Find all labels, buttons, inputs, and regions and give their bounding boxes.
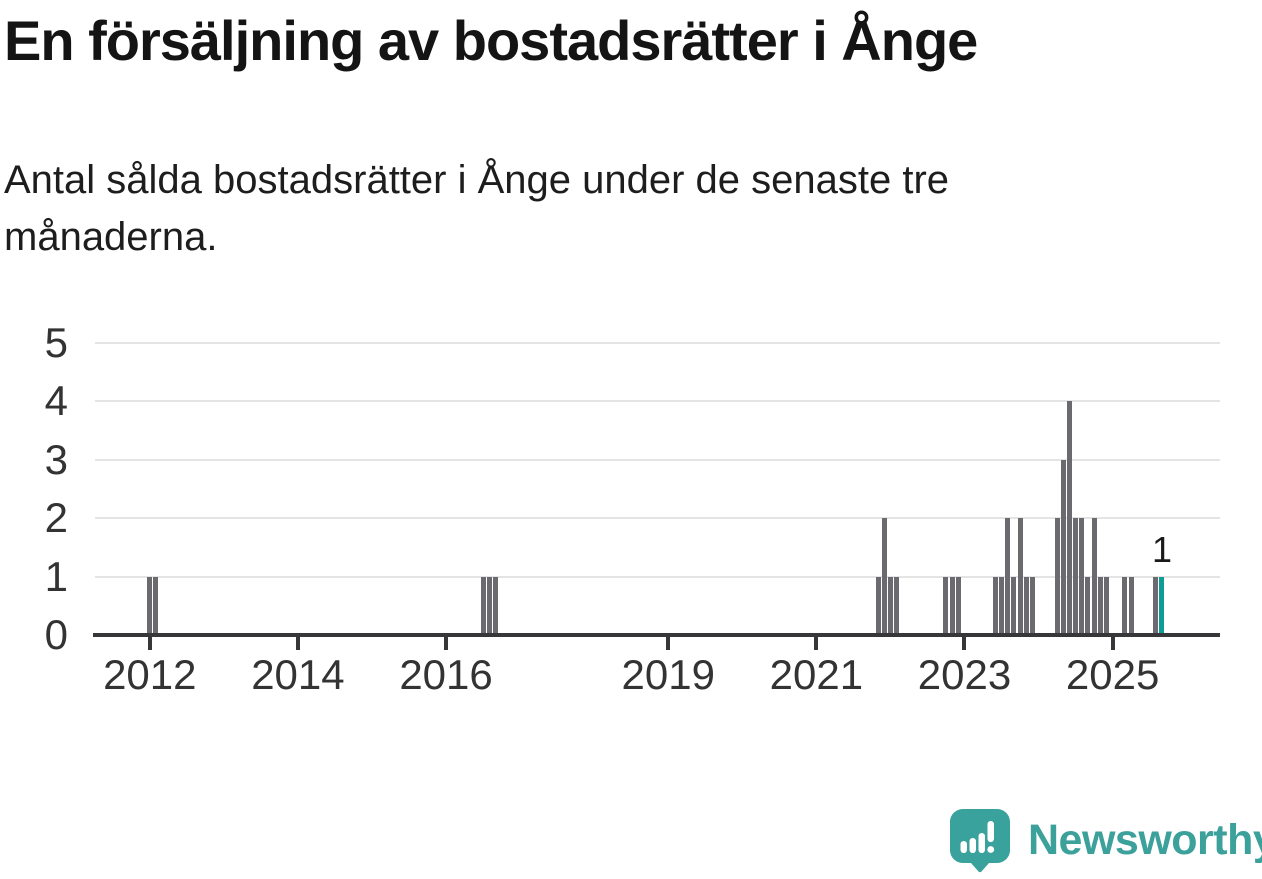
bar-2022-12 bbox=[955, 576, 961, 635]
bar-2025-03 bbox=[1122, 576, 1128, 635]
x-axis-tick-2023 bbox=[962, 637, 967, 650]
x-axis-tick-2012 bbox=[147, 637, 152, 650]
bar-2016-07 bbox=[480, 576, 486, 635]
x-axis-tick-2014 bbox=[295, 637, 300, 650]
bar-2024-12 bbox=[1103, 576, 1109, 635]
x-axis-label-2025: 2025 bbox=[1065, 651, 1160, 698]
grid-line-y1 bbox=[95, 575, 1220, 578]
brand-name: Newsworthy bbox=[1028, 815, 1262, 864]
x-axis-label-2023: 2023 bbox=[917, 651, 1012, 698]
bar-2021-11 bbox=[875, 576, 881, 635]
chart-subtitle: Antal sålda bostadsrätter i Ånge under d… bbox=[4, 158, 950, 259]
grid-line-y4 bbox=[95, 400, 1220, 403]
bar-2023-08 bbox=[1005, 518, 1011, 635]
bar-2025-08 bbox=[1153, 576, 1159, 635]
bar-value-label: 1 bbox=[1151, 528, 1172, 570]
bar-2012-02 bbox=[153, 576, 159, 635]
x-axis-label-2016: 2016 bbox=[399, 651, 493, 698]
grid-line-y5 bbox=[95, 342, 1220, 344]
bar-2023-07 bbox=[999, 576, 1005, 635]
x-axis-label-2021: 2021 bbox=[769, 651, 864, 698]
bar-2024-04 bbox=[1054, 518, 1060, 635]
y-axis-label: 4 bbox=[44, 377, 68, 425]
x-axis-tick-2016 bbox=[444, 637, 449, 650]
bar-2021-12 bbox=[881, 518, 887, 635]
bar-2012-01 bbox=[147, 576, 153, 635]
newsworthy-logo-icon bbox=[950, 809, 1010, 873]
bar-2024-07 bbox=[1073, 518, 1079, 635]
y-axis-label: 3 bbox=[44, 435, 68, 483]
grid-line-y2 bbox=[95, 517, 1220, 520]
bar-highlight-2025-09 bbox=[1159, 576, 1165, 635]
bar-2025-04 bbox=[1128, 576, 1134, 635]
x-axis-line bbox=[93, 633, 1220, 637]
y-axis-label: 2 bbox=[44, 494, 68, 542]
x-axis-label-2012: 2012 bbox=[103, 651, 197, 698]
bar-2022-01 bbox=[887, 576, 893, 635]
y-axis-label: 0 bbox=[44, 611, 68, 658]
bar-2022-02 bbox=[894, 576, 900, 635]
x-axis-label-2014: 2014 bbox=[251, 651, 345, 698]
bar-2024-09 bbox=[1085, 576, 1091, 635]
logo-exclamation-dot bbox=[987, 846, 995, 853]
brand-footer: Newsworthy bbox=[946, 806, 1262, 874]
bar-2022-10 bbox=[943, 576, 949, 635]
bar-2023-12 bbox=[1029, 576, 1035, 635]
bar-2024-11 bbox=[1097, 576, 1103, 635]
logo-bar-medium bbox=[969, 838, 976, 853]
chart-title: En försäljning av bostadsrätter i Ånge bbox=[4, 9, 978, 72]
bar-2023-11 bbox=[1023, 576, 1029, 635]
bar-2016-09 bbox=[492, 576, 498, 635]
chart: 0 1 2 3 4 5 2012 2014 2016 2019 2021 2023 2025 1 bbox=[0, 319, 1262, 723]
bar-2023-06 bbox=[992, 576, 998, 635]
x-axis-tick-2019 bbox=[666, 637, 671, 650]
bar-2023-09 bbox=[1011, 576, 1017, 635]
bar-2024-10 bbox=[1091, 518, 1097, 635]
x-axis-tick-2025 bbox=[1110, 637, 1115, 650]
x-axis-tick-2021 bbox=[814, 637, 819, 650]
bar-2022-11 bbox=[949, 576, 955, 635]
bar-2024-05 bbox=[1060, 459, 1066, 635]
bar-2024-06 bbox=[1066, 401, 1072, 635]
bar-2024-08 bbox=[1079, 518, 1085, 635]
bar-2023-10 bbox=[1017, 518, 1023, 635]
logo-bar-small bbox=[960, 841, 967, 853]
bar-2016-08 bbox=[486, 576, 492, 635]
y-axis-label: 1 bbox=[44, 552, 68, 600]
grid-line-y3 bbox=[95, 458, 1220, 461]
x-axis-label-2019: 2019 bbox=[621, 651, 715, 698]
y-axis-label: 5 bbox=[44, 319, 68, 366]
logo-bar-tall bbox=[978, 833, 985, 853]
logo-exclamation-bar bbox=[987, 821, 994, 842]
